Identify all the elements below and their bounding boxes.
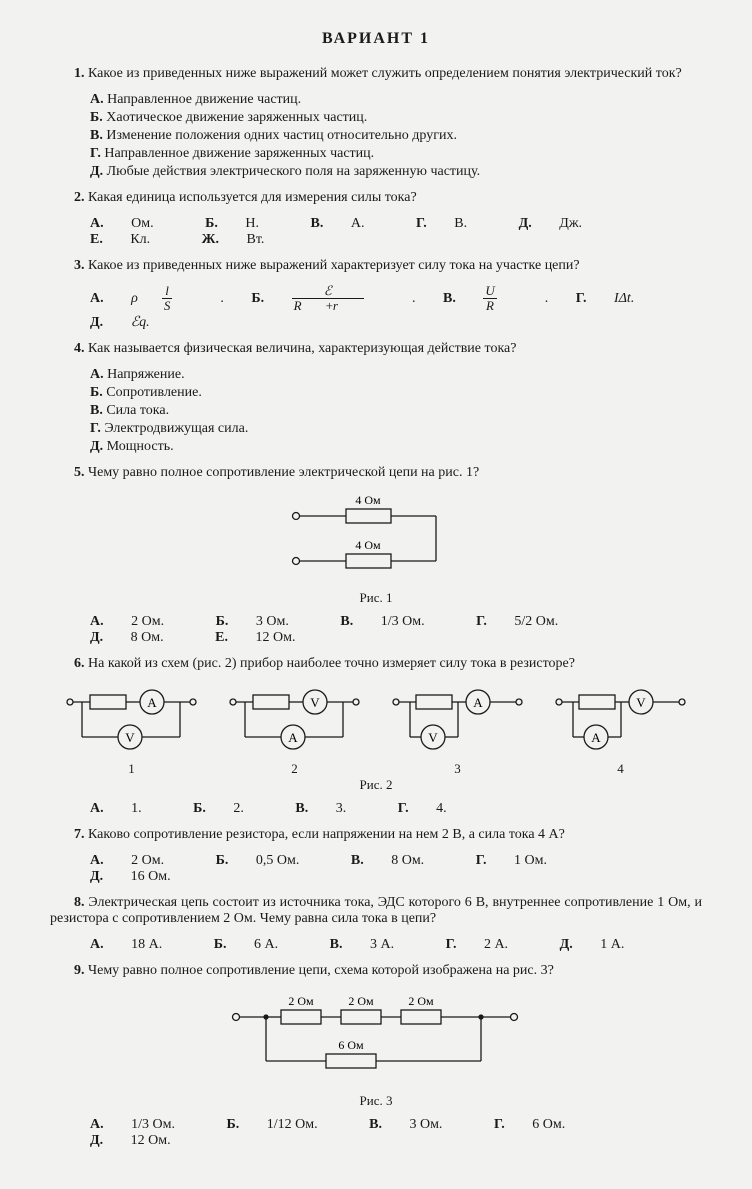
svg-text:A: A: [473, 695, 483, 710]
q8-text: Электрическая цепь состоит из источника …: [50, 895, 702, 926]
circuit-2-2: V A: [225, 682, 365, 752]
q8-num: 8.: [74, 895, 85, 910]
svg-text:2 Ом: 2 Ом: [408, 994, 434, 1008]
q5-num: 5.: [74, 465, 85, 480]
q2-num: 2.: [74, 190, 85, 205]
q4-num: 4.: [74, 341, 85, 356]
q5-text: Чему равно полное сопротивление электрич…: [88, 465, 479, 480]
question-4: 4. Как называется физическая величина, х…: [50, 341, 702, 357]
svg-text:6 Ом: 6 Ом: [338, 1038, 364, 1052]
q8-options: А. 18 А. Б. 6 А. В. 3 А. Г. 2 А. Д. 1 А.: [90, 937, 702, 953]
figure-3-caption: Рис. 3: [50, 1093, 702, 1109]
figure-1-caption: Рис. 1: [50, 590, 702, 606]
q7-num: 7.: [74, 827, 85, 842]
svg-text:2 Ом: 2 Ом: [288, 994, 314, 1008]
question-7: 7. Каково сопротивление резистора, если …: [50, 827, 702, 843]
circuit-2-3: A V: [388, 682, 528, 752]
figure-2: A V 1 V A 2: [50, 682, 702, 777]
q4-options: А. Напряжение. Б. Сопротивление. В. Сила…: [90, 367, 702, 455]
circuit-3: 2 Ом 2 Ом 2 Ом 6 Ом: [226, 989, 526, 1084]
figure-3: 2 Ом 2 Ом 2 Ом 6 Ом: [50, 989, 702, 1089]
svg-text:V: V: [125, 730, 135, 745]
circuit-2-4: V A: [551, 682, 691, 752]
q1-text: Какое из приведенных ниже выражений може…: [88, 66, 682, 81]
question-1: 1. Какое из приведенных ниже выражений м…: [50, 66, 702, 82]
q3-options: А. ρlS. Б. ℰR+r. В. UR. Г. IΔt. Д. ℰq.: [90, 284, 702, 331]
svg-text:A: A: [147, 695, 157, 710]
svg-text:V: V: [310, 695, 320, 710]
svg-text:V: V: [636, 695, 646, 710]
q3-text: Какое из приведенных ниже выражений хара…: [88, 258, 580, 273]
q3-num: 3.: [74, 258, 85, 273]
question-9: 9. Чему равно полное сопротивление цепи,…: [50, 963, 702, 979]
q1-options: А. Направленное движение частиц. Б. Хаот…: [90, 92, 702, 180]
question-3: 3. Какое из приведенных ниже выражений х…: [50, 258, 702, 274]
q9-text: Чему равно полное сопротивление цепи, сх…: [88, 963, 554, 978]
question-2: 2. Какая единица используется для измере…: [50, 190, 702, 206]
q6-text: На какой из схем (рис. 2) прибор наиболе…: [88, 656, 575, 671]
circuit-2-1: A V: [62, 682, 202, 752]
q2-text: Какая единица используется для измерения…: [88, 190, 417, 205]
svg-text:A: A: [591, 730, 601, 745]
q7-options: А. 2 Ом. Б. 0,5 Ом. В. 8 Ом. Г. 1 Ом. Д.…: [90, 853, 702, 885]
svg-text:2 Ом: 2 Ом: [348, 994, 374, 1008]
q5-options: А. 2 Ом. Б. 3 Ом. В. 1/3 Ом. Г. 5/2 Ом. …: [90, 614, 702, 646]
q4-text: Как называется физическая величина, хара…: [88, 341, 516, 356]
svg-text:4 Ом: 4 Ом: [355, 493, 381, 507]
figure-2-caption: Рис. 2: [50, 777, 702, 793]
q7-text: Каково сопротивление резистора, если нап…: [88, 827, 565, 842]
q1-num: 1.: [74, 66, 85, 81]
svg-text:V: V: [428, 730, 438, 745]
figure-1: 4 Ом 4 Ом: [50, 491, 702, 586]
svg-text:4 Ом: 4 Ом: [355, 538, 381, 552]
q9-num: 9.: [74, 963, 85, 978]
question-5: 5. Чему равно полное сопротивление элект…: [50, 465, 702, 481]
page-title: ВАРИАНТ 1: [50, 30, 702, 48]
question-8: 8. Электрическая цепь состоит из источни…: [50, 895, 702, 927]
q2-options: А. Ом. Б. Н. В. А. Г. В. Д. Дж. Е. Кл. Ж…: [90, 216, 702, 248]
circuit-1: 4 Ом 4 Ом: [286, 491, 466, 581]
q6-options: А. 1. Б. 2. В. 3. Г. 4.: [90, 801, 702, 817]
q6-num: 6.: [74, 656, 85, 671]
q9-options: А. 1/3 Ом. Б. 1/12 Ом. В. 3 Ом. Г. 6 Ом.…: [90, 1117, 702, 1149]
question-6: 6. На какой из схем (рис. 2) прибор наиб…: [50, 656, 702, 672]
svg-text:A: A: [288, 730, 298, 745]
